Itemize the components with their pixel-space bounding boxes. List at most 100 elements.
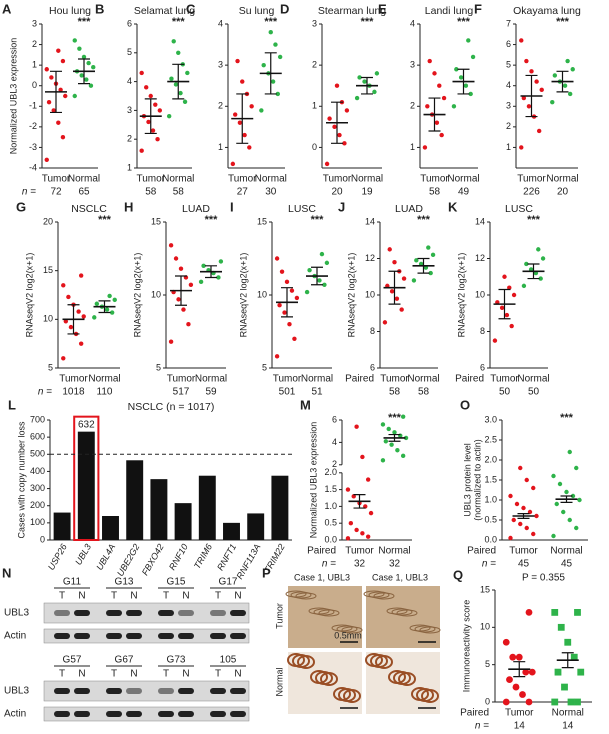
- y-axis-label: RNAseqV2 log2(x+1): [132, 253, 142, 338]
- y-tick-label: 0.0: [324, 534, 337, 544]
- x-tick-label: Normal: [378, 546, 410, 557]
- tissue-texture: [391, 608, 413, 616]
- dot: [284, 279, 290, 285]
- error-bar: [205, 265, 217, 279]
- error-bar: [527, 263, 540, 280]
- n-label: 19: [361, 187, 373, 198]
- dot: [66, 294, 71, 300]
- scale-label: 0.5mm: [334, 630, 362, 640]
- dot: [430, 252, 436, 258]
- blot-band: [210, 711, 226, 717]
- blot-band: [126, 610, 142, 616]
- y-axis-label: (normalized to actin): [472, 439, 482, 521]
- n-label: 58: [418, 387, 430, 398]
- y-tick-label: 2: [218, 101, 223, 111]
- dot: [362, 79, 367, 84]
- dot: [188, 282, 194, 287]
- error-bar: [560, 495, 573, 503]
- lane-label: T: [59, 591, 65, 602]
- y-axis-label: RNAseqV2 log2(x+1): [24, 253, 34, 338]
- dot: [400, 414, 406, 419]
- lane-label: N: [234, 669, 241, 680]
- y-tick-label: 0: [485, 696, 490, 706]
- error-bar: [311, 266, 323, 286]
- n-label: 51: [311, 387, 323, 398]
- n-label: 58: [389, 387, 401, 398]
- dot: [247, 145, 252, 150]
- error-bar: [388, 270, 401, 305]
- dot: [176, 297, 181, 302]
- dot: [235, 58, 240, 64]
- dot: [166, 113, 172, 119]
- dot: [155, 137, 160, 142]
- dot: [524, 525, 529, 531]
- dot: [557, 481, 563, 487]
- y-tick-label: 2: [312, 60, 317, 70]
- significance: ***: [78, 16, 92, 28]
- y-tick-label: 20: [43, 216, 53, 226]
- n-prefix: n =: [322, 559, 336, 570]
- dot: [562, 83, 568, 88]
- dot: [554, 501, 559, 507]
- y-axis-label: Normalized UBL3 expression: [8, 38, 18, 155]
- y-tick-label: 100: [30, 517, 45, 527]
- sample-label: G17: [219, 577, 238, 588]
- dot: [153, 102, 158, 107]
- dot: [540, 256, 546, 261]
- dot: [382, 320, 388, 325]
- dot: [434, 120, 440, 125]
- y-tick-label: 0.0: [484, 534, 497, 544]
- error-bar: [50, 70, 62, 114]
- dot: [394, 296, 400, 301]
- dot: [104, 307, 110, 312]
- dot: [534, 79, 539, 84]
- blot-band: [210, 633, 226, 639]
- y-tick-label: 600: [30, 432, 45, 442]
- dot: [332, 124, 337, 130]
- blot-band: [210, 610, 226, 616]
- n-label: 58: [429, 187, 441, 198]
- blot-band: [54, 633, 70, 639]
- y-tick-label: 1: [32, 60, 37, 70]
- n-label: 20: [331, 187, 343, 198]
- y-tick-label: 10: [475, 289, 485, 299]
- dot: [185, 70, 190, 76]
- paired-label: Paired: [467, 546, 496, 557]
- dot: [525, 698, 533, 706]
- dot: [279, 269, 285, 274]
- dot: [242, 132, 247, 138]
- dot: [468, 91, 473, 97]
- n-label: 110: [97, 387, 113, 398]
- n-label: 32: [389, 559, 401, 570]
- dot: [515, 653, 523, 661]
- n-label: 14: [562, 721, 574, 732]
- x-tick-label: UBL3: [73, 542, 93, 566]
- y-tick-label: 1: [127, 162, 132, 172]
- tissue-texture: [421, 689, 439, 703]
- y-tick-label: 6: [370, 362, 375, 372]
- y-tick-label: 8: [370, 326, 375, 336]
- y-tick-label: 3: [127, 105, 132, 115]
- dot: [56, 48, 61, 53]
- x-tick-label: Normal: [162, 174, 194, 185]
- dot: [78, 273, 84, 278]
- y-tick-label: 4: [218, 18, 223, 28]
- blot-band: [106, 688, 122, 694]
- dot: [399, 307, 404, 312]
- dot: [304, 289, 310, 295]
- dot: [354, 424, 359, 429]
- significance: ***: [560, 412, 574, 424]
- dot: [400, 453, 406, 459]
- dot: [389, 289, 395, 294]
- dot: [551, 609, 559, 616]
- blot-strip: [43, 628, 250, 644]
- dot: [51, 108, 56, 113]
- dot: [270, 79, 276, 84]
- dot: [522, 668, 530, 676]
- n-label: 58: [173, 187, 185, 198]
- dot: [79, 73, 84, 78]
- y-tick-label: 400: [30, 466, 45, 476]
- x-tick-label: Tumor: [517, 174, 546, 185]
- tissue-texture: [341, 626, 363, 634]
- dot: [426, 245, 431, 250]
